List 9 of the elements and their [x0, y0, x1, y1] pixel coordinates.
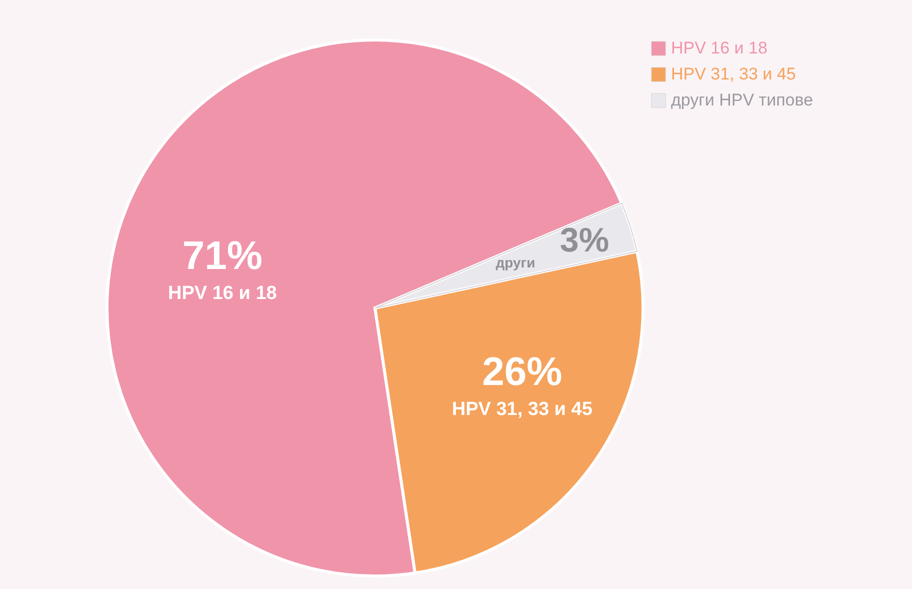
text: HPV 16 и 18: [168, 283, 277, 304]
text: други: [496, 254, 536, 270]
data-label: 71%: [182, 234, 262, 278]
legend-label: други HPV типове: [671, 90, 814, 110]
data-label: 3%: [560, 222, 610, 260]
legend-label: HPV 31, 33 и 45: [671, 64, 796, 84]
data-label: 26%: [482, 350, 562, 394]
text: HPV 31, 33 и 45: [452, 398, 593, 420]
legend-label: HPV 16 и 18: [671, 38, 768, 58]
